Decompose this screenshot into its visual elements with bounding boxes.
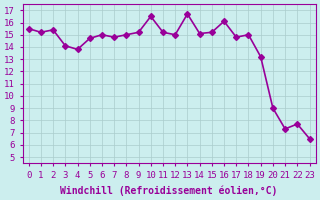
X-axis label: Windchill (Refroidissement éolien,°C): Windchill (Refroidissement éolien,°C) (60, 185, 278, 196)
